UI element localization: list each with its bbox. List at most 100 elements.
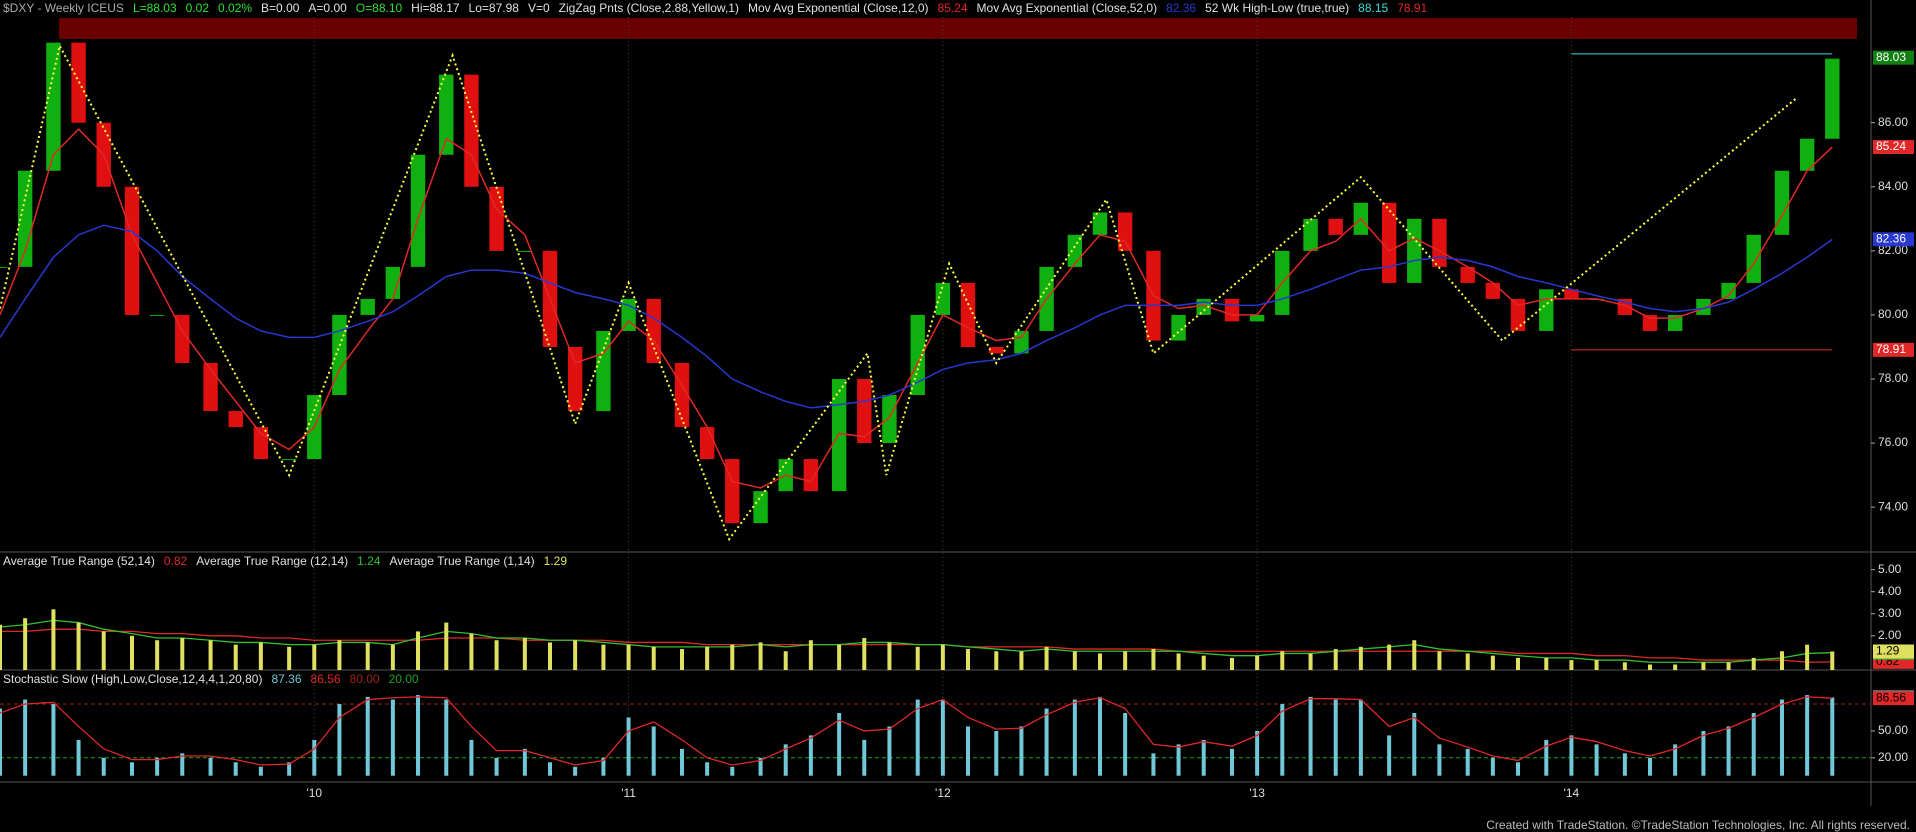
indicator-bar xyxy=(1230,748,1234,776)
indicator-bar xyxy=(940,644,945,670)
indicator-bar xyxy=(1358,646,1363,670)
indicator-bar xyxy=(1648,757,1652,776)
indicator-bar xyxy=(994,651,999,670)
x-tick-label: '14 xyxy=(1564,786,1580,800)
indicator-bar xyxy=(808,735,813,776)
indicator-bar xyxy=(887,726,892,776)
indicator-bar xyxy=(1308,696,1313,776)
indicator-bar xyxy=(1622,753,1627,776)
price-candle xyxy=(857,379,872,444)
price-candle xyxy=(1014,330,1029,354)
indicator-bar xyxy=(1830,651,1835,670)
indicator-bar xyxy=(1437,744,1442,776)
price-candle xyxy=(699,427,715,460)
indicator-bar xyxy=(705,646,710,670)
indicator-bar xyxy=(258,766,263,776)
legend-value: 20.00 xyxy=(389,672,419,686)
indicator-bar xyxy=(76,739,81,776)
x-tick-label: '13 xyxy=(1249,786,1265,800)
indicator-bar xyxy=(233,762,238,776)
indicator-bar xyxy=(1805,644,1810,670)
indicator-bar xyxy=(1123,651,1128,670)
price-candle xyxy=(831,379,847,492)
price-candle xyxy=(803,459,819,492)
indicator-bar xyxy=(522,748,527,776)
indicator-bar xyxy=(287,646,292,670)
indicator-bar xyxy=(1701,662,1706,670)
value-box xyxy=(1873,232,1914,247)
indicator-bar xyxy=(730,644,735,670)
indicator-bar xyxy=(1594,744,1599,776)
price-candle xyxy=(1746,234,1761,283)
indicator-bar xyxy=(101,631,106,670)
indicator-bar xyxy=(312,644,317,670)
indicator-bar xyxy=(915,646,920,670)
price-candle xyxy=(1564,289,1579,299)
price-candle xyxy=(1539,289,1554,331)
indicator-bar xyxy=(651,646,656,670)
price-candle xyxy=(1825,58,1840,139)
indicator-bar xyxy=(365,696,370,776)
indicator-bar xyxy=(1780,651,1784,670)
y-tick-label: 82.00 xyxy=(1878,243,1908,257)
indicator-bar xyxy=(337,640,342,670)
y-tick-label: 2.00 xyxy=(1878,628,1902,642)
legend-label: Average True Range (12,14) xyxy=(196,554,348,568)
indicator-bar xyxy=(783,651,788,670)
indicator-bar xyxy=(1701,730,1706,776)
indicator-bar xyxy=(651,726,656,776)
legend-label: 52 Wk High-Low (true,true) xyxy=(1205,1,1349,15)
legend-value: 0.82 xyxy=(164,554,188,568)
legend-value: 87.36 xyxy=(271,672,301,686)
y-tick-label: 86.00 xyxy=(1878,115,1908,129)
value-box-label: 85.24 xyxy=(1876,139,1906,153)
indicator-bar xyxy=(1594,660,1599,670)
indicator-bar xyxy=(23,699,28,776)
price-candle xyxy=(228,411,243,428)
indicator-bar xyxy=(1726,662,1731,670)
y-tick-label: 80.00 xyxy=(1878,307,1908,321)
price-candle xyxy=(1510,298,1526,331)
price-candle xyxy=(439,74,454,155)
price-candle xyxy=(1249,314,1265,322)
indicator-bar xyxy=(1019,651,1024,670)
indicator-bar xyxy=(444,699,449,776)
indicator-bar xyxy=(287,762,292,776)
indicator-bar xyxy=(758,757,763,776)
legend-value: 86.56 xyxy=(311,672,341,686)
price-candle xyxy=(1117,212,1133,251)
price-candle xyxy=(1407,218,1422,283)
indicator-bar xyxy=(1072,699,1077,776)
value-box xyxy=(1873,342,1914,357)
y-tick-label: 78.00 xyxy=(1878,371,1908,385)
indicator-bar xyxy=(1123,713,1128,776)
y-tick-label: 84.00 xyxy=(1878,179,1908,193)
indicator-bar xyxy=(1255,655,1260,670)
indicator-bar xyxy=(1308,653,1313,670)
indicator-bar xyxy=(1230,657,1234,670)
indicator-bar xyxy=(808,640,813,670)
panel-title: Stochastic Slow (High,Low,Close,12,4,4,1… xyxy=(3,672,262,686)
indicator-bar xyxy=(1544,739,1549,776)
legend-value: 88.15 xyxy=(1358,1,1388,15)
indicator-bar xyxy=(1201,655,1206,670)
indicator-bar xyxy=(1044,708,1049,776)
price-candle xyxy=(489,186,504,251)
indicator-bar xyxy=(51,704,56,776)
indicator-bar xyxy=(416,695,420,776)
indicator-bar xyxy=(130,762,134,776)
indicator-bar xyxy=(1516,762,1520,776)
indicator-bar xyxy=(1516,657,1520,670)
indicator-bar xyxy=(1072,651,1077,670)
indicator-bar xyxy=(365,642,370,670)
indicator-bar xyxy=(1280,651,1285,670)
indicator-bar xyxy=(233,644,238,670)
price-candle xyxy=(410,154,426,267)
price-candle xyxy=(1092,212,1108,235)
price-candle xyxy=(989,346,1004,354)
indicator-bar xyxy=(130,635,134,670)
indicator-bar xyxy=(680,748,684,776)
indicator-bar xyxy=(1019,726,1024,776)
indicator-bar xyxy=(1751,713,1756,776)
